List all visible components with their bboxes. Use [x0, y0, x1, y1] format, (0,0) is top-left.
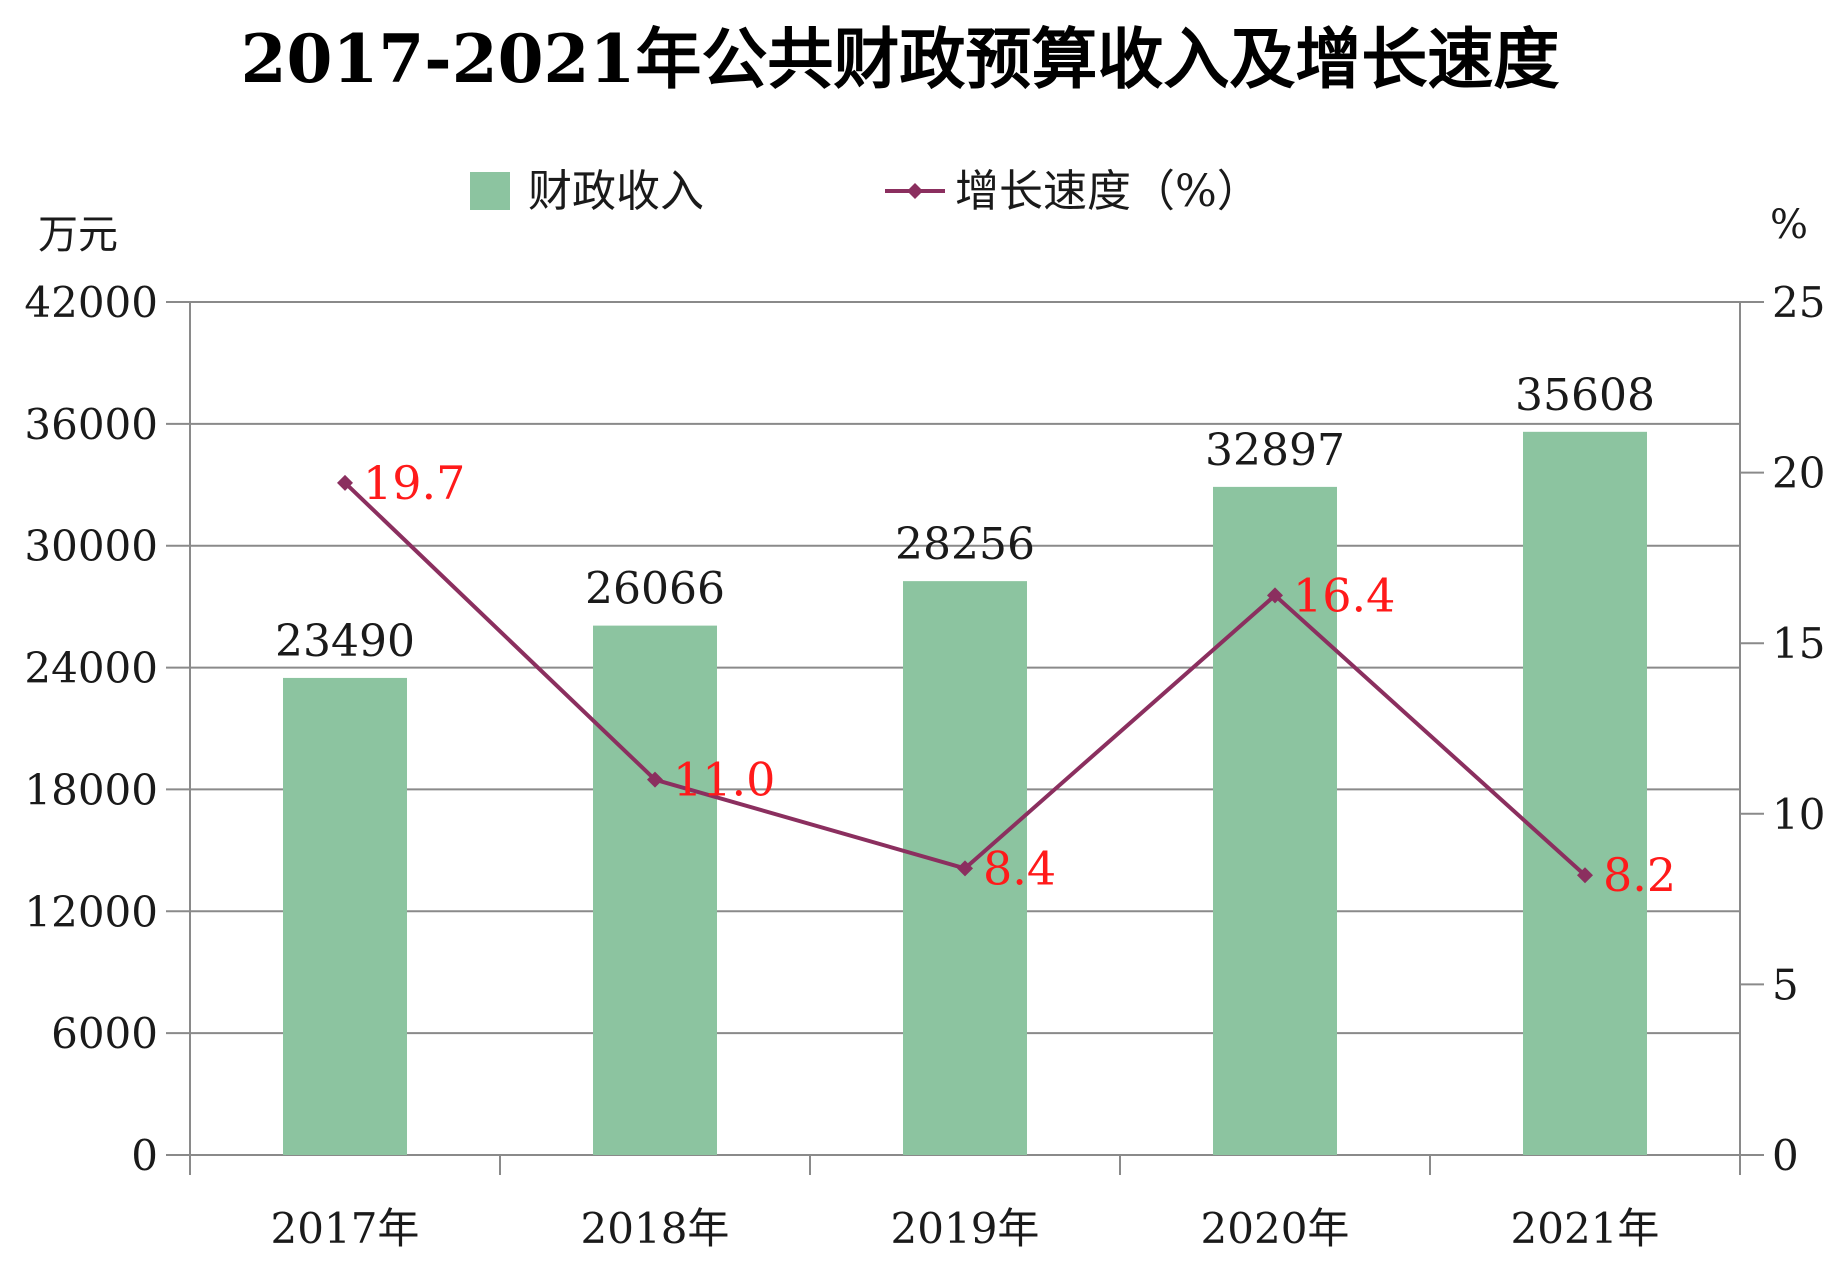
bar-value-label: 32897 [1205, 425, 1345, 476]
chart-title: 2017-2021年公共财政预算收入及增长速度 [241, 20, 1560, 98]
growth-point [1267, 587, 1283, 604]
growth-point [1577, 867, 1593, 884]
y-right-tick-label: 20 [1772, 449, 1825, 498]
bar [593, 625, 717, 1155]
bar [283, 677, 407, 1155]
line-series [337, 474, 1593, 884]
x-tick-label: 2018年 [581, 1204, 730, 1253]
y-right-tick-label: 5 [1772, 960, 1799, 1009]
y-right-unit-label: % [1770, 202, 1808, 248]
data-labels: 23490 26066 28256 32897 35608 19.7 11.0 8.4 16.4… [275, 370, 1676, 902]
y-right-tick-label: 15 [1772, 619, 1825, 668]
y-left-tick-label: 42000 [24, 278, 158, 327]
bar-value-label: 28256 [895, 519, 1035, 570]
y-left-tick-label: 0 [131, 1131, 158, 1180]
y-left-tick-label: 24000 [24, 644, 158, 693]
growth-value-label: 11.0 [673, 753, 775, 807]
bar [1523, 431, 1647, 1155]
y-left-unit-label: 万元 [38, 212, 118, 258]
bar-value-label: 26066 [585, 564, 725, 615]
bar-value-label: 23490 [275, 616, 415, 667]
growth-point [647, 771, 663, 788]
legend: 财政收入 增长速度（%） [470, 166, 1261, 217]
legend-line-label: 增长速度（%） [955, 166, 1261, 217]
growth-value-label: 16.4 [1293, 568, 1395, 622]
y-right-tick-label: 0 [1772, 1131, 1799, 1180]
bar-value-label: 35608 [1515, 370, 1655, 421]
x-tick-label: 2021年 [1511, 1204, 1660, 1253]
y-left-tick-label: 30000 [24, 522, 158, 571]
x-tick-label: 2020年 [1201, 1204, 1350, 1253]
y-right-tick-label: 10 [1772, 790, 1825, 839]
y-left-tick-label: 18000 [24, 765, 158, 814]
legend-bar-swatch [470, 172, 510, 210]
legend-line-marker [907, 183, 923, 199]
growth-point [957, 860, 973, 877]
axes: 0 6000 12000 18000 24000 30000 36000 42000 0 5 10 1… [24, 278, 1825, 1253]
growth-point [337, 474, 353, 491]
y-left-tick-label: 12000 [24, 887, 158, 936]
x-tick-label: 2017年 [271, 1204, 420, 1253]
growth-value-label: 8.4 [983, 841, 1056, 895]
y-left-tick-label: 36000 [24, 400, 158, 449]
y-left-tick-label: 6000 [51, 1009, 158, 1058]
legend-bar-label: 财政收入 [528, 166, 704, 217]
growth-value-label: 8.2 [1603, 848, 1676, 902]
growth-value-label: 19.7 [363, 456, 465, 510]
y-right-tick-label: 25 [1772, 278, 1825, 327]
x-tick-label: 2019年 [891, 1204, 1040, 1253]
